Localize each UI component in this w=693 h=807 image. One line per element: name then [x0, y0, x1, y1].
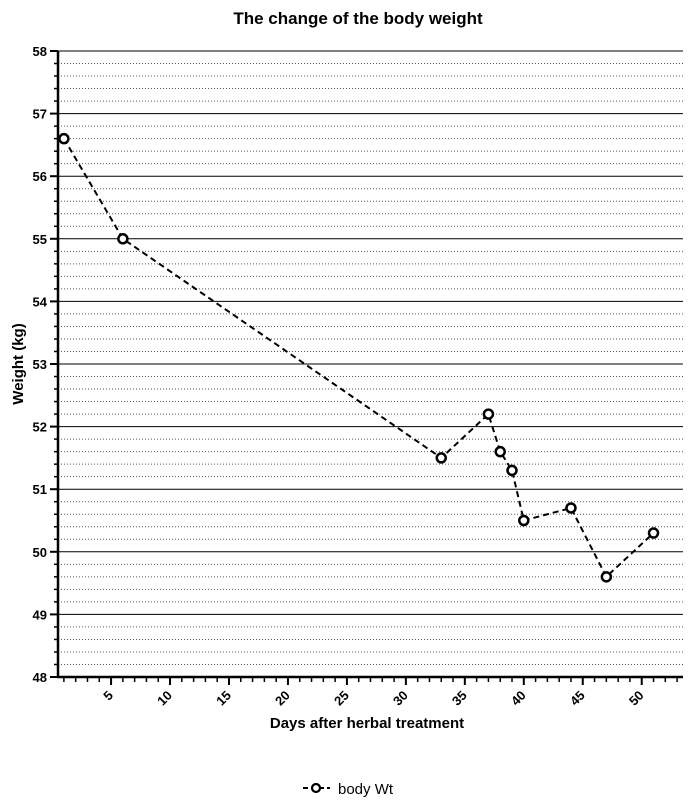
y-tick-label: 57 [33, 107, 47, 122]
y-tick-label: 58 [33, 44, 47, 59]
data-point [600, 571, 613, 583]
y-tick-label: 49 [33, 607, 47, 622]
grid [58, 50, 683, 665]
y-tick-label: 56 [33, 169, 47, 184]
series-line [63, 138, 655, 579]
x-tick-label: 30 [390, 688, 411, 709]
x-tick-label: 15 [213, 688, 234, 709]
data-point [435, 452, 448, 464]
data-point [565, 502, 577, 514]
x-tick-label: 20 [272, 688, 293, 709]
series-body-wt [58, 132, 660, 583]
y-tick-label: 51 [33, 482, 47, 497]
data-point [518, 514, 530, 527]
legend-label: body Wt [338, 781, 394, 798]
x-axis-label: Days after herbal treatment [270, 715, 464, 732]
x-tick-label: 45 [567, 688, 588, 709]
y-tick-label: 50 [33, 545, 47, 560]
x-tick-label: 35 [449, 688, 470, 709]
y-tick-label: 52 [33, 420, 47, 435]
x-tick-label: 10 [154, 688, 175, 709]
legend-marker [310, 782, 322, 794]
data-point [506, 464, 518, 477]
data-point [494, 445, 506, 458]
x-tick-label: 25 [331, 688, 352, 709]
x-tick-label: 40 [508, 688, 529, 709]
data-point [482, 408, 495, 420]
y-axis-label: Weight (kg) [10, 323, 27, 404]
y-tick-label: 53 [33, 357, 47, 372]
data-point [117, 233, 129, 245]
y-tick-label: 48 [33, 670, 47, 685]
legend: body Wt [303, 781, 394, 798]
chart-title: The change of the body weight [233, 9, 483, 28]
data-point [58, 132, 70, 145]
x-tick-label: 50 [626, 688, 647, 709]
y-tick-label: 54 [33, 294, 48, 309]
y-tick-label: 55 [33, 232, 47, 247]
x-tick-label: 5 [100, 688, 116, 704]
data-point [647, 527, 660, 539]
